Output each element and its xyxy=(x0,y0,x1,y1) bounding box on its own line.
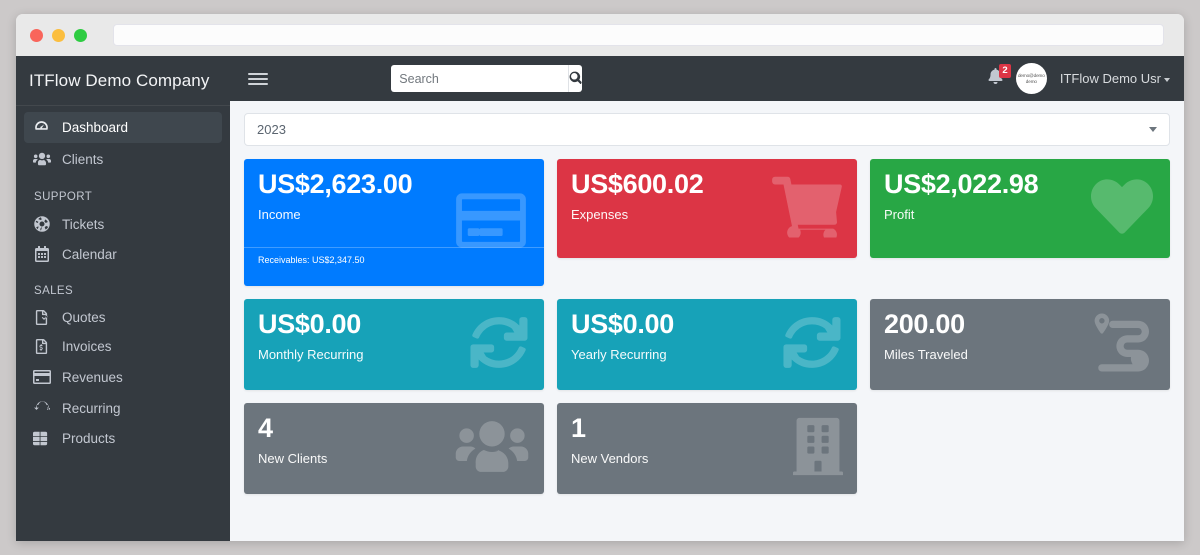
stat-card-new-clients[interactable]: 4 New Clients xyxy=(244,403,544,494)
stat-card-expenses[interactable]: US$600.02 Expenses xyxy=(557,159,857,258)
stat-card-value: US$2,022.98 xyxy=(884,169,1039,199)
search-button[interactable] xyxy=(568,65,583,92)
hamburger-icon[interactable] xyxy=(248,72,268,85)
heart-icon xyxy=(1088,175,1156,242)
bell-icon xyxy=(988,68,1003,89)
sidebar-item-label: Dashboard xyxy=(62,120,129,135)
browser-window: ITFlow Demo Company Dashboard xyxy=(16,14,1184,541)
sidebar-item-label: Calendar xyxy=(62,246,117,262)
stat-card-value: US$0.00 xyxy=(571,309,674,339)
sidebar-item-quotes[interactable]: Quotes xyxy=(24,303,222,332)
sidebar-item-recurring[interactable]: Recurring xyxy=(24,393,222,423)
route-icon xyxy=(1084,313,1156,376)
sidebar-item-clients[interactable]: Clients xyxy=(24,143,222,175)
clients-icon xyxy=(32,150,51,168)
notifications-button[interactable]: 2 xyxy=(988,64,1012,89)
sidebar-item-label: Revenues xyxy=(62,369,123,385)
stat-card-label: New Vendors xyxy=(571,451,649,467)
sidebar-item-label: Quotes xyxy=(62,310,106,325)
url-bar[interactable] xyxy=(113,24,1164,46)
topbar: 2 demo@demo demo ITFlow Demo Usr xyxy=(230,56,1184,101)
users-icon xyxy=(454,417,530,480)
brand-title[interactable]: ITFlow Demo Company xyxy=(16,56,230,106)
sidebar-item-label: Products xyxy=(62,431,116,446)
calendar-icon xyxy=(32,246,51,262)
stat-card-value: 4 xyxy=(258,413,273,443)
stat-card-label: Expenses xyxy=(571,207,629,223)
sidebar-item-label: Recurring xyxy=(62,400,121,416)
stat-card-label: Monthly Recurring xyxy=(258,347,364,363)
avatar[interactable]: demo@demo demo xyxy=(1015,63,1047,94)
stat-card-footer: Receivables: US$2,347.50 xyxy=(244,247,544,272)
stat-card-value: 200.00 xyxy=(884,309,965,339)
search-bar xyxy=(391,65,583,92)
stat-card-new-vendors[interactable]: 1 New Vendors xyxy=(557,403,857,494)
stat-card-yearly-recurring[interactable]: US$0.00 Yearly Recurring xyxy=(557,299,857,390)
building-icon xyxy=(793,416,843,481)
avatar-line-1: demo@demo xyxy=(1017,73,1045,79)
sync-icon xyxy=(468,313,530,376)
box-icon xyxy=(32,430,51,447)
sync-icon xyxy=(32,400,51,416)
chevron-down-icon xyxy=(1163,77,1170,82)
content-column: 2 demo@demo demo ITFlow Demo Usr 2023 xyxy=(230,56,1184,541)
stat-card-row: US$0.00 Monthly Recurring US$0.00 Ye xyxy=(244,299,1170,390)
stat-card-label: Miles Traveled xyxy=(884,347,968,363)
invoice-dollar-icon xyxy=(32,339,51,354)
quote-file-icon xyxy=(32,310,51,325)
user-menu-label: ITFlow Demo Usr xyxy=(1059,71,1161,86)
dashboard-icon xyxy=(32,119,51,136)
lifering-icon xyxy=(32,216,51,232)
stat-card-profit[interactable]: US$2,022.98 Profit xyxy=(870,159,1170,258)
stat-card-value: US$600.02 xyxy=(571,169,704,199)
sidebar-section-sales: SALES xyxy=(34,285,74,297)
stat-card-row: 4 New Clients 1 New Vendors xyxy=(244,403,1170,494)
sidebar-item-label: Clients xyxy=(62,151,104,167)
stat-card-value: US$2,623.00 xyxy=(258,169,413,199)
search-icon xyxy=(569,71,583,87)
minimize-window-button[interactable] xyxy=(52,28,65,42)
stat-card-miles-traveled[interactable]: 200.00 Miles Traveled xyxy=(870,299,1170,390)
close-window-button[interactable] xyxy=(30,28,43,42)
shopping-cart-icon xyxy=(771,175,843,242)
sidebar-item-label: Tickets xyxy=(62,216,105,232)
avatar-line-2: demo xyxy=(1025,78,1037,84)
maximize-window-button[interactable] xyxy=(74,28,87,42)
stat-card-label: Profit xyxy=(884,207,915,223)
stat-card-row-spacer xyxy=(870,403,1170,494)
sidebar-section-support: SUPPORT xyxy=(34,191,93,203)
stat-card-value: US$0.00 xyxy=(258,309,361,339)
topbar-right: 2 demo@demo demo ITFlow Demo Usr xyxy=(988,63,1170,94)
user-menu[interactable]: ITFlow Demo Usr xyxy=(1060,71,1170,86)
credit-card-icon xyxy=(452,189,530,256)
sync-icon xyxy=(781,313,843,376)
sidebar-item-label: Invoices xyxy=(62,339,112,354)
chevron-down-icon xyxy=(1149,127,1157,132)
stat-card-value: 1 xyxy=(571,413,586,443)
traffic-lights xyxy=(30,28,87,42)
sidebar-item-products[interactable]: Products xyxy=(24,423,222,454)
stat-card-label: Income xyxy=(258,207,301,223)
search-input[interactable] xyxy=(391,65,569,92)
stat-card-row: US$2,623.00 Income Receivables: US$2,347… xyxy=(244,159,1170,286)
main-content: 2023 US$2,623.00 Income xyxy=(230,101,1184,541)
sidebar-item-revenues[interactable]: Revenues xyxy=(24,361,222,393)
stat-card-income[interactable]: US$2,623.00 Income Receivables: US$2,347… xyxy=(244,159,544,286)
year-filter-value: 2023 xyxy=(257,122,286,137)
browser-chrome xyxy=(16,14,1184,56)
sidebar-item-invoices[interactable]: Invoices xyxy=(24,332,222,361)
sidebar-item-calendar[interactable]: Calendar xyxy=(24,239,222,269)
stat-card-label: Yearly Recurring xyxy=(571,347,667,363)
sidebar-nav: Dashboard Clients SUPPORT xyxy=(16,106,230,454)
app-viewport: ITFlow Demo Company Dashboard xyxy=(16,56,1184,541)
notification-badge: 2 xyxy=(998,64,1012,78)
sidebar-item-tickets[interactable]: Tickets xyxy=(24,209,222,239)
sidebar: ITFlow Demo Company Dashboard xyxy=(16,56,230,541)
year-filter-select[interactable]: 2023 xyxy=(244,113,1170,146)
stat-card-monthly-recurring[interactable]: US$0.00 Monthly Recurring xyxy=(244,299,544,390)
stat-card-label: New Clients xyxy=(258,451,328,467)
credit-card-icon xyxy=(32,368,51,386)
sidebar-item-dashboard[interactable]: Dashboard xyxy=(24,112,222,143)
